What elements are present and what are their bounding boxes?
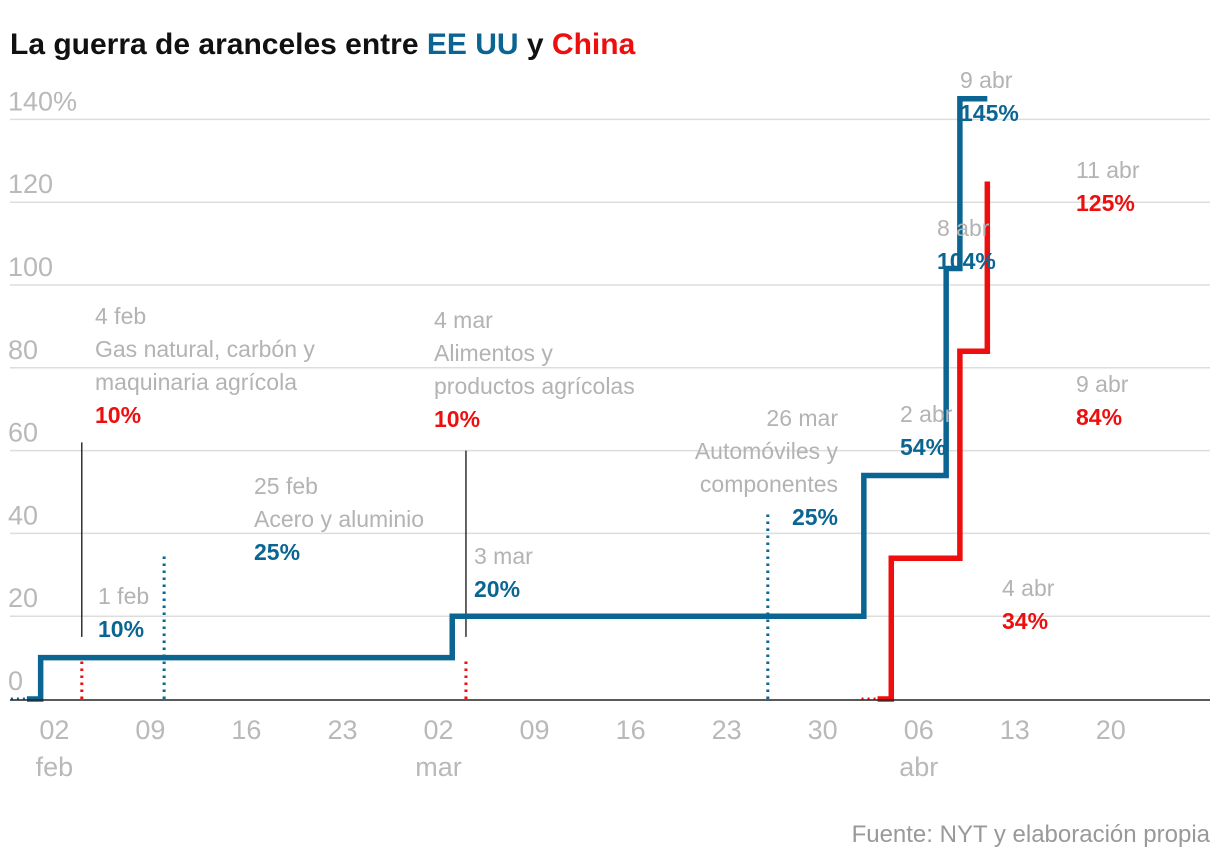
series-lines <box>10 95 991 702</box>
annotation-value: 20% <box>474 576 520 602</box>
x-tick-label: 20 <box>1096 715 1126 745</box>
annotation-text: 9 abr <box>960 67 1013 93</box>
annotation-china-apr11: 11 abr 125% <box>1076 157 1140 216</box>
x-tick-label: 16 <box>231 715 261 745</box>
y-tick-label: 0 <box>8 666 23 696</box>
y-tick-label: 60 <box>8 418 38 448</box>
x-tick-month-label: mar <box>415 752 462 782</box>
annotation-us-mar3: 3 mar 20% <box>474 543 533 602</box>
annotation-china-mar4: 4 mar Alimentos y productos agrícolas 10% <box>434 307 635 432</box>
annotation-text: Gas natural, carbón y <box>95 336 315 362</box>
x-tick-label: 30 <box>808 715 838 745</box>
x-tick-label: 09 <box>520 715 550 745</box>
annotation-text: 4 mar <box>434 307 493 333</box>
x-tick-label: 16 <box>616 715 646 745</box>
annotation-us-feb25: 25 feb Acero y aluminio 25% <box>254 473 424 565</box>
annotation-value: 25% <box>792 504 838 530</box>
annotation-text: 9 abr <box>1076 371 1129 397</box>
y-axis-tick-labels: 0 20 40 60 80 100 120 140% <box>8 86 77 696</box>
x-tick-label: 13 <box>1000 715 1030 745</box>
annotation-text: Alimentos y <box>434 340 553 366</box>
annotation-text: 26 mar <box>766 405 838 431</box>
annotation-value: 84% <box>1076 404 1122 430</box>
annotation-text: 3 mar <box>474 543 533 569</box>
annotation-us-apr9: 9 abr 145% <box>960 67 1019 126</box>
series-line-us <box>26 95 988 702</box>
source-note: Fuente: NYT y elaboración propia <box>852 821 1211 848</box>
annotation-us-apr2: 2 abr 54% <box>900 401 953 460</box>
annotation-text: 11 abr <box>1076 157 1140 183</box>
x-tick-month-label: abr <box>899 752 938 782</box>
annotation-text: 25 feb <box>254 473 318 499</box>
x-tick-label: 23 <box>327 715 357 745</box>
annotation-value: 10% <box>434 406 480 432</box>
annotation-value: 54% <box>900 434 946 460</box>
y-tick-label: 40 <box>8 500 38 530</box>
annotation-china-apr4: 4 abr 34% <box>1002 575 1055 634</box>
annotation-value: 104% <box>937 248 996 274</box>
gridlines <box>10 118 1210 617</box>
annotation-value: 10% <box>98 616 144 642</box>
annotation-value: 145% <box>960 100 1019 126</box>
x-tick-label: 02 <box>39 715 69 745</box>
annotation-text: 4 feb <box>95 303 146 329</box>
y-tick-label: 80 <box>8 335 38 365</box>
annotation-text: 4 abr <box>1002 575 1055 601</box>
annotation-text: 1 feb <box>98 583 149 609</box>
annotation-text: maquinaria agrícola <box>95 369 297 395</box>
x-tick-label: 09 <box>135 715 165 745</box>
annotation-china-apr9: 9 abr 84% <box>1076 371 1129 430</box>
dotted-markers <box>80 512 770 699</box>
annotation-text: 2 abr <box>900 401 953 427</box>
annotation-value: 10% <box>95 402 141 428</box>
annotation-text: Automóviles y <box>695 438 839 464</box>
title-connector: y <box>519 28 552 61</box>
chart-title: La guerra de aranceles entre EE UU y Chi… <box>10 28 636 61</box>
y-tick-label: 120 <box>8 169 53 199</box>
series-line-china <box>877 181 991 702</box>
annotation-china-feb4: 4 feb Gas natural, carbón y maquinaria agr… <box>95 303 315 428</box>
annotation-text: 8 abr <box>937 215 990 241</box>
annotation-us-apr8: 8 abr 104% <box>937 215 996 274</box>
x-axis-tick-labels: 02 feb 09 16 23 02 mar 09 16 23 30 06 abr 13 20 <box>36 715 1126 782</box>
title-china: China <box>552 28 636 61</box>
annotation-text: productos agrícolas <box>434 373 635 399</box>
title-prefix: La guerra de aranceles entre <box>10 28 427 61</box>
y-tick-label: 20 <box>8 583 38 613</box>
annotation-text: componentes <box>700 471 838 497</box>
x-tick-label: 06 <box>904 715 934 745</box>
annotation-value: 125% <box>1076 190 1135 216</box>
annotation-value: 25% <box>254 539 300 565</box>
y-tick-label: 100 <box>8 252 53 282</box>
annotations: 1 feb 10% 4 feb Gas natural, carbón y maquin… <box>95 67 1140 642</box>
x-tick-label: 23 <box>712 715 742 745</box>
x-tick-month-label: feb <box>36 752 74 782</box>
x-tick-label: 02 <box>423 715 453 745</box>
annotation-us-feb1: 1 feb 10% <box>98 583 149 642</box>
title-us: EE UU <box>427 28 519 61</box>
annotation-us-mar26: 26 mar Automóviles y componentes 25% <box>695 405 839 530</box>
leader-lines <box>81 442 467 637</box>
annotation-text: Acero y aluminio <box>254 506 424 532</box>
annotation-value: 34% <box>1002 608 1048 634</box>
y-tick-label: 140% <box>8 86 77 116</box>
